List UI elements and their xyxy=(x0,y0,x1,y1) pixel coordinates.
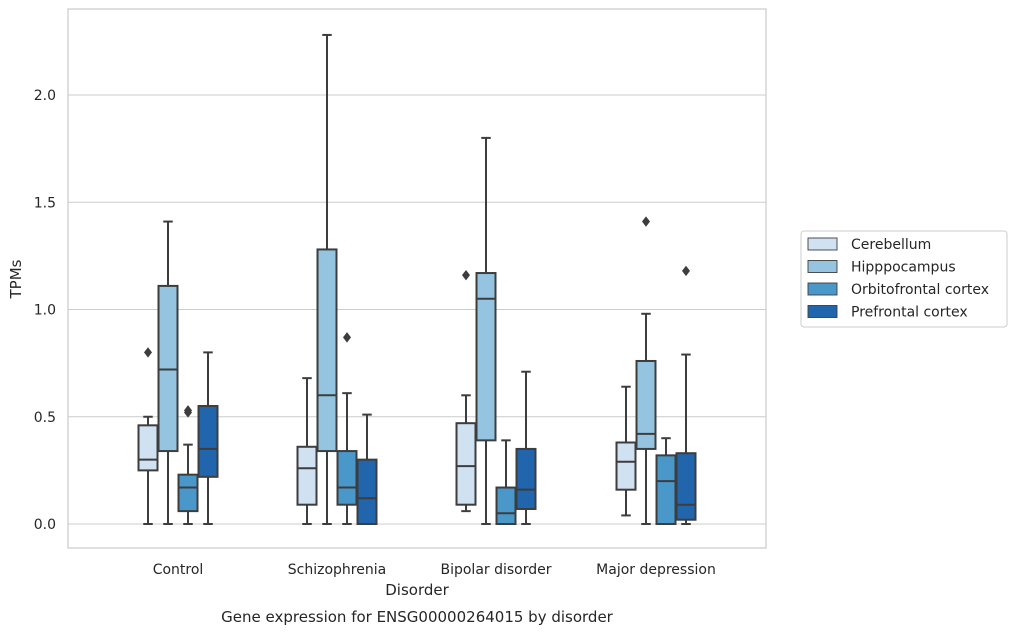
plot-frame xyxy=(67,8,767,549)
box-0-1 xyxy=(157,220,179,525)
legend-swatch xyxy=(807,260,838,273)
outlier-point xyxy=(642,216,650,227)
box-1-0 xyxy=(296,377,318,525)
y-tick-label: 1.0 xyxy=(34,303,56,319)
box-2-3 xyxy=(515,370,537,525)
box-iqr xyxy=(635,359,657,450)
x-tick-label: Bipolar disorder xyxy=(440,562,551,578)
box-iqr xyxy=(655,454,677,525)
box-groups xyxy=(137,33,697,526)
box-iqr xyxy=(296,445,318,506)
outlier-point xyxy=(144,347,152,358)
y-tick-label: 1.5 xyxy=(34,195,56,211)
y-tick-label: 0.0 xyxy=(34,517,56,533)
box-1-3 xyxy=(356,413,378,525)
y-tick-label: 2.0 xyxy=(34,88,56,104)
legend-label: Cerebellum xyxy=(851,237,931,253)
box-2-0 xyxy=(455,269,477,513)
x-tick-label: Major depression xyxy=(596,562,716,578)
legend-swatch xyxy=(807,237,838,251)
legend-label: Orbitofrontal cortex xyxy=(851,282,989,298)
box-iqr xyxy=(356,458,378,525)
box-iqr xyxy=(157,284,179,453)
x-tick-label: Schizophrenia xyxy=(288,562,386,578)
legend-frame xyxy=(800,230,1008,328)
box-iqr xyxy=(197,405,219,478)
legend-label: Hipppocampus xyxy=(851,260,956,276)
box-iqr xyxy=(675,452,697,521)
box-3-2 xyxy=(655,437,677,525)
y-tick-label: 0.5 xyxy=(34,410,56,426)
outlier-point xyxy=(462,269,470,281)
legend-label: Prefrontal cortex xyxy=(851,305,968,321)
box-0-2 xyxy=(177,405,199,525)
box-iqr xyxy=(475,272,497,442)
y-tick-labels: 0.0 0.5 1.0 1.5 2.0 xyxy=(34,88,56,533)
x-axis-label: Disorder xyxy=(385,581,449,599)
x-tick-label: Control xyxy=(153,562,204,578)
box-iqr xyxy=(455,422,477,506)
outlier-point xyxy=(343,332,351,343)
box-3-3 xyxy=(675,265,697,525)
legend-swatch xyxy=(807,305,838,318)
legend: Cerebellum Hipppocampus Orbitofrontal cort… xyxy=(800,230,1008,328)
box-iqr xyxy=(177,473,199,513)
box-iqr xyxy=(515,447,537,510)
box-3-0 xyxy=(615,385,637,517)
x-tick-labels: Control Schizophrenia Bipolar disorder Majo… xyxy=(153,562,716,578)
box-0-3 xyxy=(197,351,219,525)
box-2-2 xyxy=(495,439,517,526)
y-axis-label: TPMs xyxy=(7,259,25,299)
box-iqr xyxy=(336,450,358,506)
box-1-2 xyxy=(336,332,358,525)
outlier-point xyxy=(682,265,690,277)
outlier-point xyxy=(184,405,192,416)
box-iqr xyxy=(316,248,338,453)
chart-caption: Gene expression for ENSG00000264015 by d… xyxy=(221,608,614,626)
box-3-1 xyxy=(635,216,657,525)
legend-swatch xyxy=(807,282,838,296)
box-0-0 xyxy=(137,347,159,525)
box-2-1 xyxy=(475,136,497,525)
box-iqr xyxy=(615,441,637,491)
box-iqr xyxy=(137,424,159,472)
box-iqr xyxy=(495,486,517,526)
box-1-1 xyxy=(316,33,338,525)
